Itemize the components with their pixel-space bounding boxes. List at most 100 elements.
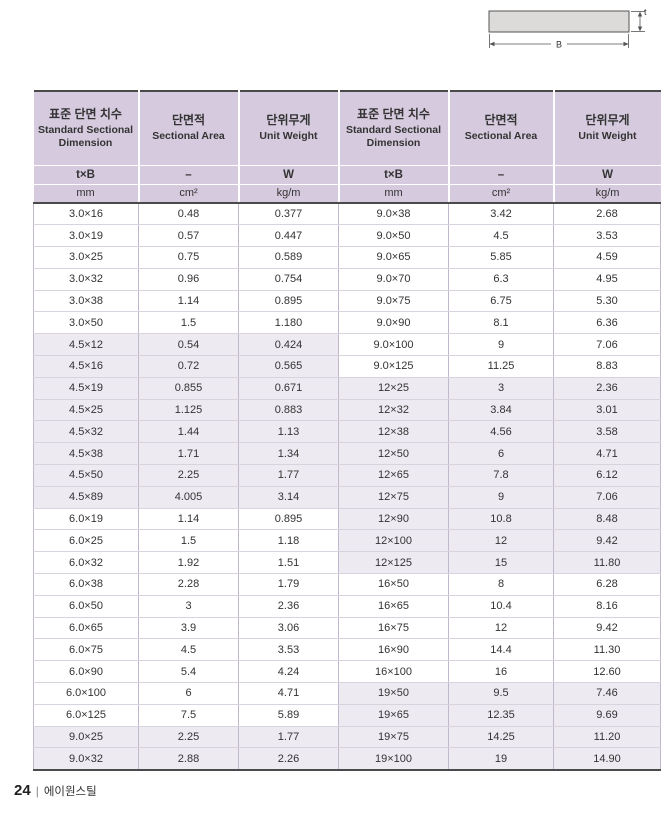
right-area-cell: 3.42 xyxy=(448,202,554,226)
table-row: 4.5×19 0.855 0.671 12×25 3 2.36 xyxy=(33,376,661,400)
table-row: 4.5×38 1.71 1.34 12×50 6 4.71 xyxy=(33,442,661,466)
symbol-weight-right: W xyxy=(553,165,661,185)
right-weight-cell: 7.06 xyxy=(553,333,661,357)
symbol-area-left: – xyxy=(138,165,240,185)
right-weight-cell: 11.80 xyxy=(553,551,661,575)
table-row: 6.0×90 5.4 4.24 16×100 16 12.60 xyxy=(33,660,661,684)
table-row: 6.0×65 3.9 3.06 16×75 12 9.42 xyxy=(33,616,661,640)
right-dimension-cell: 16×90 xyxy=(338,638,449,662)
left-dimension-cell: 3.0×50 xyxy=(33,311,139,335)
left-weight-cell: 0.754 xyxy=(238,267,339,291)
left-weight-cell: 1.180 xyxy=(238,311,339,335)
left-area-cell: 0.54 xyxy=(138,333,239,357)
right-area-cell: 6.75 xyxy=(448,289,554,313)
symbol-dimension-left: t×B xyxy=(33,165,140,185)
table-row: 4.5×25 1.125 0.883 12×32 3.84 3.01 xyxy=(33,398,661,422)
right-dimension-cell: 12×50 xyxy=(338,442,449,466)
left-area-cell: 2.25 xyxy=(138,725,239,749)
spec-table-container: 표준 단면 치수 Standard Sectional Dimension 단면… xyxy=(33,90,661,771)
left-weight-cell: 0.883 xyxy=(238,398,339,422)
left-area-cell: 0.855 xyxy=(138,376,239,400)
left-weight-cell: 0.424 xyxy=(238,333,339,357)
right-weight-cell: 8.16 xyxy=(553,594,661,618)
left-dimension-cell: 3.0×19 xyxy=(33,224,139,248)
left-area-cell: 3 xyxy=(138,594,239,618)
left-area-cell: 3.9 xyxy=(138,616,239,640)
thickness-dimension: t xyxy=(631,7,647,32)
header-weight-en: Unit Weight xyxy=(578,130,637,143)
left-area-cell: 1.125 xyxy=(138,398,239,422)
right-weight-cell: 9.42 xyxy=(553,529,661,553)
right-weight-cell: 3.53 xyxy=(553,224,661,248)
right-area-cell: 14.25 xyxy=(448,725,554,749)
table-row: 3.0×32 0.96 0.754 9.0×70 6.3 4.95 xyxy=(33,267,661,291)
left-weight-cell: 1.77 xyxy=(238,725,339,749)
table-row: 9.0×32 2.88 2.26 19×100 19 14.90 xyxy=(33,747,661,771)
table-row: 3.0×25 0.75 0.589 9.0×65 5.85 4.59 xyxy=(33,246,661,269)
right-weight-cell: 8.83 xyxy=(553,355,661,378)
right-dimension-cell: 16×50 xyxy=(338,573,449,596)
right-area-cell: 9 xyxy=(448,333,554,357)
right-dimension-cell: 9.0×50 xyxy=(338,224,449,248)
right-weight-cell: 3.58 xyxy=(553,420,661,444)
table-row: 6.0×50 3 2.36 16×65 10.4 8.16 xyxy=(33,594,661,618)
right-dimension-cell: 12×32 xyxy=(338,398,449,422)
left-area-cell: 1.71 xyxy=(138,442,239,466)
left-dimension-cell: 6.0×32 xyxy=(33,551,139,575)
right-weight-cell: 5.30 xyxy=(553,289,661,313)
table-row: 4.5×32 1.44 1.13 12×38 4.56 3.58 xyxy=(33,420,661,444)
left-area-cell: 4.5 xyxy=(138,638,239,662)
header-area-right: 단면적 Sectional Area xyxy=(448,91,555,166)
left-weight-cell: 3.14 xyxy=(238,485,339,509)
thickness-label: t xyxy=(644,7,647,17)
header-dimension-en: Standard Sectional Dimension xyxy=(37,124,134,149)
table-row: 9.0×25 2.25 1.77 19×75 14.25 11.20 xyxy=(33,725,661,749)
left-dimension-cell: 3.0×16 xyxy=(33,202,139,226)
left-area-cell: 1.14 xyxy=(138,507,239,531)
right-dimension-cell: 9.0×90 xyxy=(338,311,449,335)
right-weight-cell: 7.06 xyxy=(553,485,661,509)
left-weight-cell: 0.671 xyxy=(238,376,339,400)
left-weight-cell: 1.77 xyxy=(238,464,339,487)
footer-separator: | xyxy=(35,784,39,798)
right-area-cell: 16 xyxy=(448,660,554,684)
left-dimension-cell: 3.0×38 xyxy=(33,289,139,313)
header-weight-ko: 단위무게 xyxy=(266,113,311,128)
header-dimension-right: 표준 단면 치수 Standard Sectional Dimension xyxy=(338,91,450,166)
footer-brand: 에이원스틸 xyxy=(43,786,97,798)
left-area-cell: 4.005 xyxy=(138,485,239,509)
table-row: 3.0×16 0.48 0.377 9.0×38 3.42 2.68 xyxy=(33,202,661,226)
right-weight-cell: 2.68 xyxy=(553,202,661,226)
left-dimension-cell: 6.0×65 xyxy=(33,616,139,640)
right-dimension-cell: 12×25 xyxy=(338,376,449,400)
unit-area-left: cm² xyxy=(138,184,240,204)
left-area-cell: 1.92 xyxy=(138,551,239,575)
table-unit-row: mm cm² kg/m mm cm² kg/m xyxy=(33,184,661,204)
left-weight-cell: 0.377 xyxy=(238,202,339,226)
header-dimension-left: 표준 단면 치수 Standard Sectional Dimension xyxy=(33,91,140,166)
left-weight-cell: 0.895 xyxy=(238,507,339,531)
right-dimension-cell: 19×75 xyxy=(338,725,449,749)
unit-weight-left: kg/m xyxy=(238,184,340,204)
left-area-cell: 7.5 xyxy=(138,703,239,727)
header-weight-ko: 단위무게 xyxy=(585,113,630,128)
left-dimension-cell: 6.0×50 xyxy=(33,594,139,618)
left-dimension-cell: 4.5×89 xyxy=(33,485,139,509)
left-area-cell: 1.14 xyxy=(138,289,239,313)
width-label: B xyxy=(556,40,562,50)
right-weight-cell: 14.90 xyxy=(553,747,661,771)
header-area-ko: 단면적 xyxy=(171,113,206,128)
right-weight-cell: 2.36 xyxy=(553,376,661,400)
left-weight-cell: 3.06 xyxy=(238,616,339,640)
header-area-left: 단면적 Sectional Area xyxy=(138,91,240,166)
left-weight-cell: 4.71 xyxy=(238,682,339,705)
page-footer: 24 | 에이원스틸 xyxy=(14,782,97,799)
left-weight-cell: 2.26 xyxy=(238,747,339,771)
left-weight-cell: 0.589 xyxy=(238,246,339,269)
right-weight-cell: 9.69 xyxy=(553,703,661,727)
left-dimension-cell: 6.0×19 xyxy=(33,507,139,531)
left-weight-cell: 1.34 xyxy=(238,442,339,466)
right-weight-cell: 3.01 xyxy=(553,398,661,422)
left-weight-cell: 1.51 xyxy=(238,551,339,575)
symbol-dimension-right: t×B xyxy=(338,165,450,185)
